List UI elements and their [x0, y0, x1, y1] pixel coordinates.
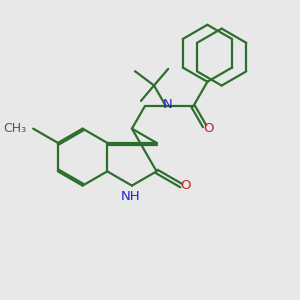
Text: O: O: [180, 179, 191, 192]
Text: N: N: [162, 98, 172, 111]
Text: O: O: [203, 122, 213, 135]
Text: CH₃: CH₃: [3, 122, 26, 135]
Text: NH: NH: [121, 190, 140, 203]
